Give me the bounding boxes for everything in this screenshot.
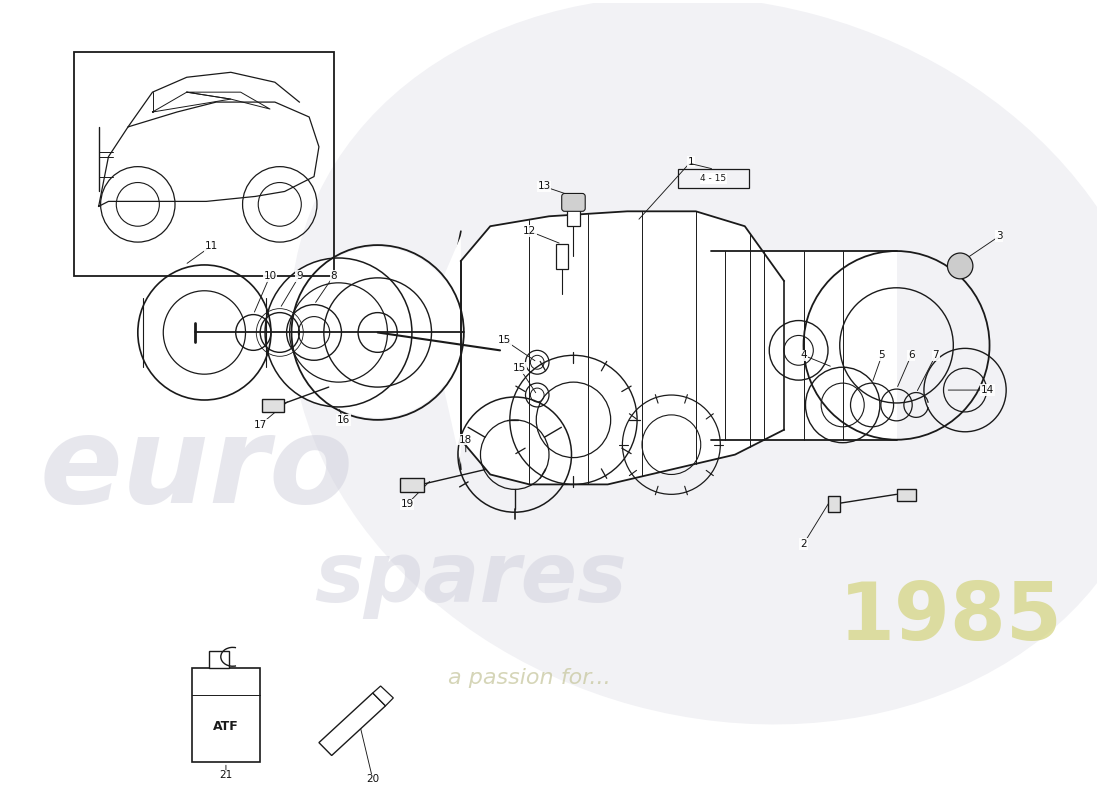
Polygon shape [444, 236, 461, 465]
Text: 15: 15 [513, 363, 526, 374]
Text: 1985: 1985 [838, 579, 1063, 658]
Bar [711, 251, 896, 440]
Bar [896, 490, 916, 502]
Text: 7: 7 [933, 350, 939, 360]
Text: 19: 19 [400, 499, 414, 510]
Text: spares: spares [315, 538, 627, 619]
Text: 4 - 15: 4 - 15 [701, 174, 726, 183]
Text: 5: 5 [879, 350, 886, 360]
Bar [262, 399, 284, 412]
Polygon shape [461, 211, 784, 485]
Bar [191, 668, 261, 762]
Text: 13: 13 [538, 182, 551, 191]
Text: 10: 10 [263, 271, 276, 281]
Text: 3: 3 [996, 231, 1002, 241]
Text: 12: 12 [522, 226, 536, 236]
Text: 16: 16 [337, 415, 350, 425]
Bar [400, 478, 424, 492]
Text: 6: 6 [908, 350, 914, 360]
Text: 1: 1 [688, 157, 694, 166]
Text: 2: 2 [800, 539, 806, 549]
Bar [828, 496, 839, 512]
Bar [679, 169, 749, 189]
Text: a passion for...: a passion for... [448, 668, 611, 688]
Text: 9: 9 [296, 271, 303, 281]
FancyBboxPatch shape [562, 194, 585, 211]
Text: 18: 18 [459, 434, 472, 445]
Text: 17: 17 [254, 420, 267, 430]
Bar [74, 53, 333, 276]
Text: 14: 14 [981, 385, 994, 395]
Bar [556, 244, 568, 269]
Ellipse shape [290, 0, 1100, 725]
Ellipse shape [310, 26, 944, 575]
Polygon shape [319, 693, 385, 755]
Text: ATF: ATF [213, 720, 239, 733]
Text: 8: 8 [330, 271, 337, 281]
Text: 20: 20 [366, 774, 379, 784]
Polygon shape [373, 686, 394, 706]
Text: 4: 4 [800, 350, 806, 360]
Text: 21: 21 [219, 770, 232, 780]
Bar [566, 198, 581, 226]
Circle shape [266, 259, 411, 406]
Circle shape [947, 253, 972, 279]
Text: 15: 15 [498, 335, 512, 346]
Text: 11: 11 [205, 241, 218, 251]
Bar [209, 651, 230, 668]
Text: euro: euro [40, 411, 353, 528]
Circle shape [294, 247, 462, 418]
